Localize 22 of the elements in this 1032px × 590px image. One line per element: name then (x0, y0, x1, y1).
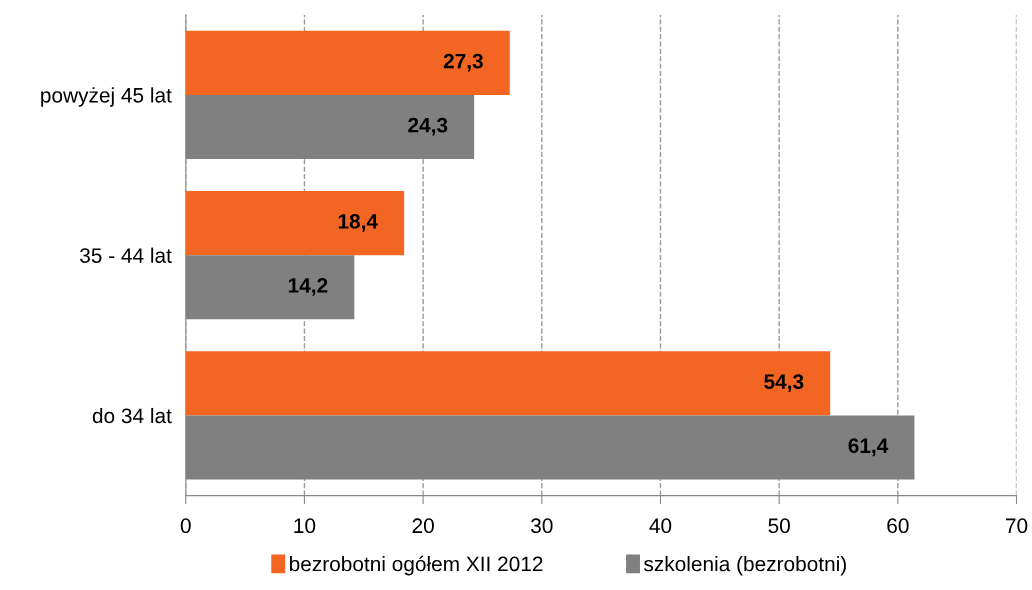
legend-label: szkolenia (bezrobotni) (644, 556, 846, 576)
y-tick-label: 35 - 44 lat (80, 247, 172, 263)
bar (185, 351, 831, 416)
x-tick-label: 0 (180, 518, 191, 534)
x-tick-label: 40 (649, 518, 672, 534)
y-tick-label: powyżej 45 lat (41, 87, 172, 107)
x-tick-label: 60 (887, 518, 909, 534)
data-label: 18,4 (338, 213, 378, 232)
y-tick-label: do 34 lat (92, 407, 172, 424)
bar (185, 30, 510, 95)
data-label: 24,3 (408, 117, 448, 136)
data-label: 27,3 (443, 53, 483, 72)
x-tick-label: 30 (531, 518, 553, 534)
data-label: 54,3 (764, 374, 804, 393)
data-label: 61,4 (848, 438, 889, 457)
legend-label: bezrobotni ogółem XII 2012 (289, 555, 543, 576)
bar (185, 191, 405, 256)
x-tick-label: 10 (294, 518, 316, 534)
x-tick-label: 50 (768, 518, 790, 534)
data-label: 14,2 (288, 278, 328, 296)
x-tick-label: 20 (412, 518, 434, 534)
x-tick-label: 70 (1006, 518, 1028, 534)
